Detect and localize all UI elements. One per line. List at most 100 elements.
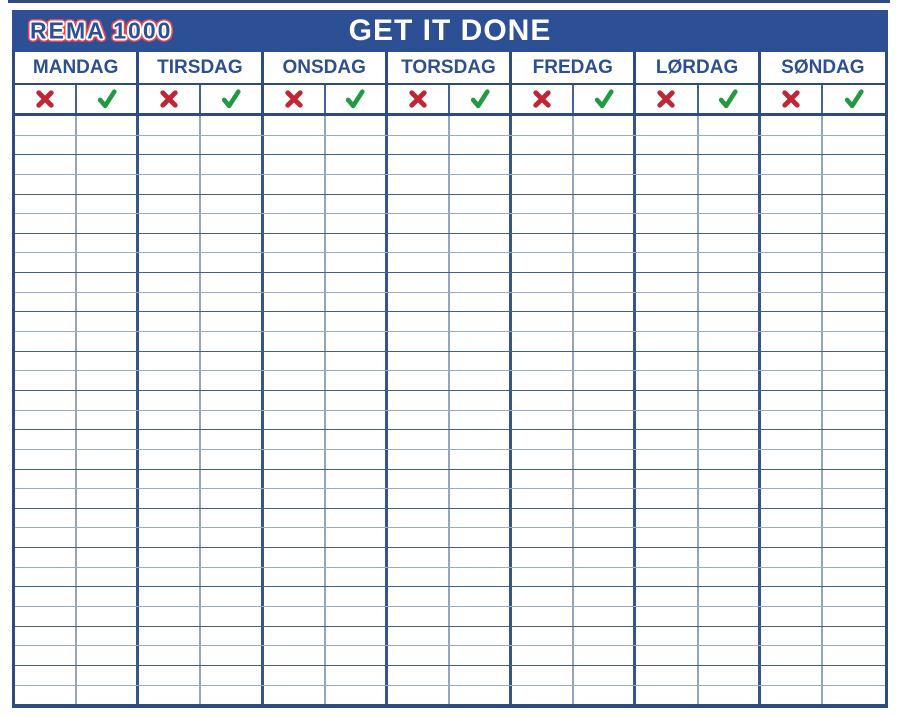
- grid-cell[interactable]: [264, 469, 326, 489]
- grid-cell[interactable]: [326, 332, 388, 351]
- grid-cell[interactable]: [15, 449, 78, 469]
- grid-cell[interactable]: [15, 665, 78, 685]
- grid-cell[interactable]: [77, 646, 140, 665]
- grid-cell[interactable]: [761, 665, 823, 685]
- grid-cell[interactable]: [699, 116, 761, 135]
- grid-cell[interactable]: [512, 233, 575, 253]
- grid-cell[interactable]: [761, 233, 823, 253]
- grid-cell[interactable]: [326, 273, 388, 292]
- grid-cell[interactable]: [699, 292, 761, 312]
- grid-cell[interactable]: [574, 371, 637, 390]
- grid-cell[interactable]: [77, 449, 140, 469]
- grid-cell[interactable]: [15, 646, 78, 665]
- grid-cell[interactable]: [761, 135, 823, 155]
- grid-cell[interactable]: [761, 587, 823, 607]
- grid-cell[interactable]: [699, 430, 761, 449]
- grid-cell[interactable]: [201, 214, 264, 233]
- grid-cell[interactable]: [636, 430, 699, 449]
- grid-cell[interactable]: [699, 253, 761, 273]
- grid-cell[interactable]: [77, 292, 140, 312]
- grid-cell[interactable]: [201, 410, 264, 430]
- grid-cell[interactable]: [699, 233, 761, 253]
- grid-cell[interactable]: [823, 371, 885, 390]
- grid-cell[interactable]: [388, 508, 450, 528]
- grid-cell[interactable]: [699, 587, 761, 607]
- grid-cell[interactable]: [574, 155, 637, 174]
- grid-cell[interactable]: [201, 273, 264, 292]
- grid-cell[interactable]: [388, 253, 450, 273]
- grid-cell[interactable]: [636, 567, 699, 587]
- grid-cell[interactable]: [823, 568, 885, 587]
- grid-cell[interactable]: [636, 410, 699, 430]
- grid-cell[interactable]: [761, 116, 823, 135]
- grid-cell[interactable]: [450, 430, 513, 449]
- grid-cell[interactable]: [326, 548, 388, 567]
- grid-cell[interactable]: [574, 312, 637, 332]
- grid-cell[interactable]: [761, 607, 823, 626]
- grid-cell[interactable]: [326, 430, 388, 449]
- grid-cell[interactable]: [264, 390, 326, 410]
- grid-cell[interactable]: [264, 646, 326, 665]
- grid-cell[interactable]: [201, 371, 264, 390]
- grid-cell[interactable]: [450, 626, 513, 646]
- grid-cell[interactable]: [823, 273, 885, 292]
- grid-cell[interactable]: [388, 135, 450, 155]
- grid-cell[interactable]: [450, 371, 513, 390]
- grid-cell[interactable]: [761, 548, 823, 567]
- grid-cell[interactable]: [15, 469, 78, 489]
- grid-cell[interactable]: [201, 332, 264, 351]
- grid-cell[interactable]: [201, 174, 264, 194]
- grid-cell[interactable]: [388, 390, 450, 410]
- grid-cell[interactable]: [636, 233, 699, 253]
- grid-cell[interactable]: [201, 626, 264, 646]
- grid-cell[interactable]: [512, 449, 575, 469]
- grid-cell[interactable]: [77, 469, 140, 489]
- grid-cell[interactable]: [823, 646, 885, 665]
- grid-cell[interactable]: [264, 155, 326, 174]
- grid-cell[interactable]: [77, 371, 140, 390]
- grid-cell[interactable]: [636, 155, 699, 174]
- grid-cell[interactable]: [264, 489, 326, 508]
- grid-cell[interactable]: [388, 449, 450, 469]
- grid-cell[interactable]: [699, 567, 761, 587]
- grid-cell[interactable]: [139, 646, 202, 665]
- grid-cell[interactable]: [574, 607, 637, 626]
- grid-cell[interactable]: [388, 351, 450, 371]
- grid-cell[interactable]: [636, 508, 699, 528]
- grid-cell[interactable]: [201, 116, 264, 135]
- grid-cell[interactable]: [450, 332, 513, 351]
- grid-cell[interactable]: [388, 489, 450, 508]
- grid-cell[interactable]: [574, 587, 637, 607]
- grid-cell[interactable]: [139, 528, 202, 548]
- grid-cell[interactable]: [636, 312, 699, 332]
- grid-cell[interactable]: [264, 528, 326, 548]
- grid-cell[interactable]: [823, 430, 885, 449]
- grid-cell[interactable]: [326, 292, 388, 312]
- grid-cell[interactable]: [326, 665, 388, 685]
- grid-cell[interactable]: [512, 410, 575, 430]
- grid-cell[interactable]: [450, 665, 513, 685]
- grid-cell[interactable]: [139, 626, 202, 646]
- grid-cell[interactable]: [77, 665, 140, 685]
- grid-cell[interactable]: [823, 175, 885, 194]
- grid-cell[interactable]: [15, 508, 78, 528]
- grid-cell[interactable]: [15, 430, 78, 449]
- grid-cell[interactable]: [699, 273, 761, 292]
- grid-cell[interactable]: [636, 292, 699, 312]
- grid-cell[interactable]: [77, 528, 140, 548]
- grid-cell[interactable]: [326, 449, 388, 469]
- grid-cell[interactable]: [636, 390, 699, 410]
- grid-cell[interactable]: [636, 116, 699, 135]
- grid-cell[interactable]: [450, 607, 513, 626]
- grid-cell[interactable]: [699, 548, 761, 567]
- grid-cell[interactable]: [326, 508, 388, 528]
- grid-cell[interactable]: [699, 607, 761, 626]
- grid-cell[interactable]: [699, 449, 761, 469]
- grid-cell[interactable]: [450, 116, 513, 135]
- grid-cell[interactable]: [15, 489, 78, 508]
- grid-cell[interactable]: [512, 155, 575, 174]
- grid-cell[interactable]: [512, 469, 575, 489]
- grid-cell[interactable]: [264, 135, 326, 155]
- grid-cell[interactable]: [512, 312, 575, 332]
- grid-cell[interactable]: [15, 273, 78, 292]
